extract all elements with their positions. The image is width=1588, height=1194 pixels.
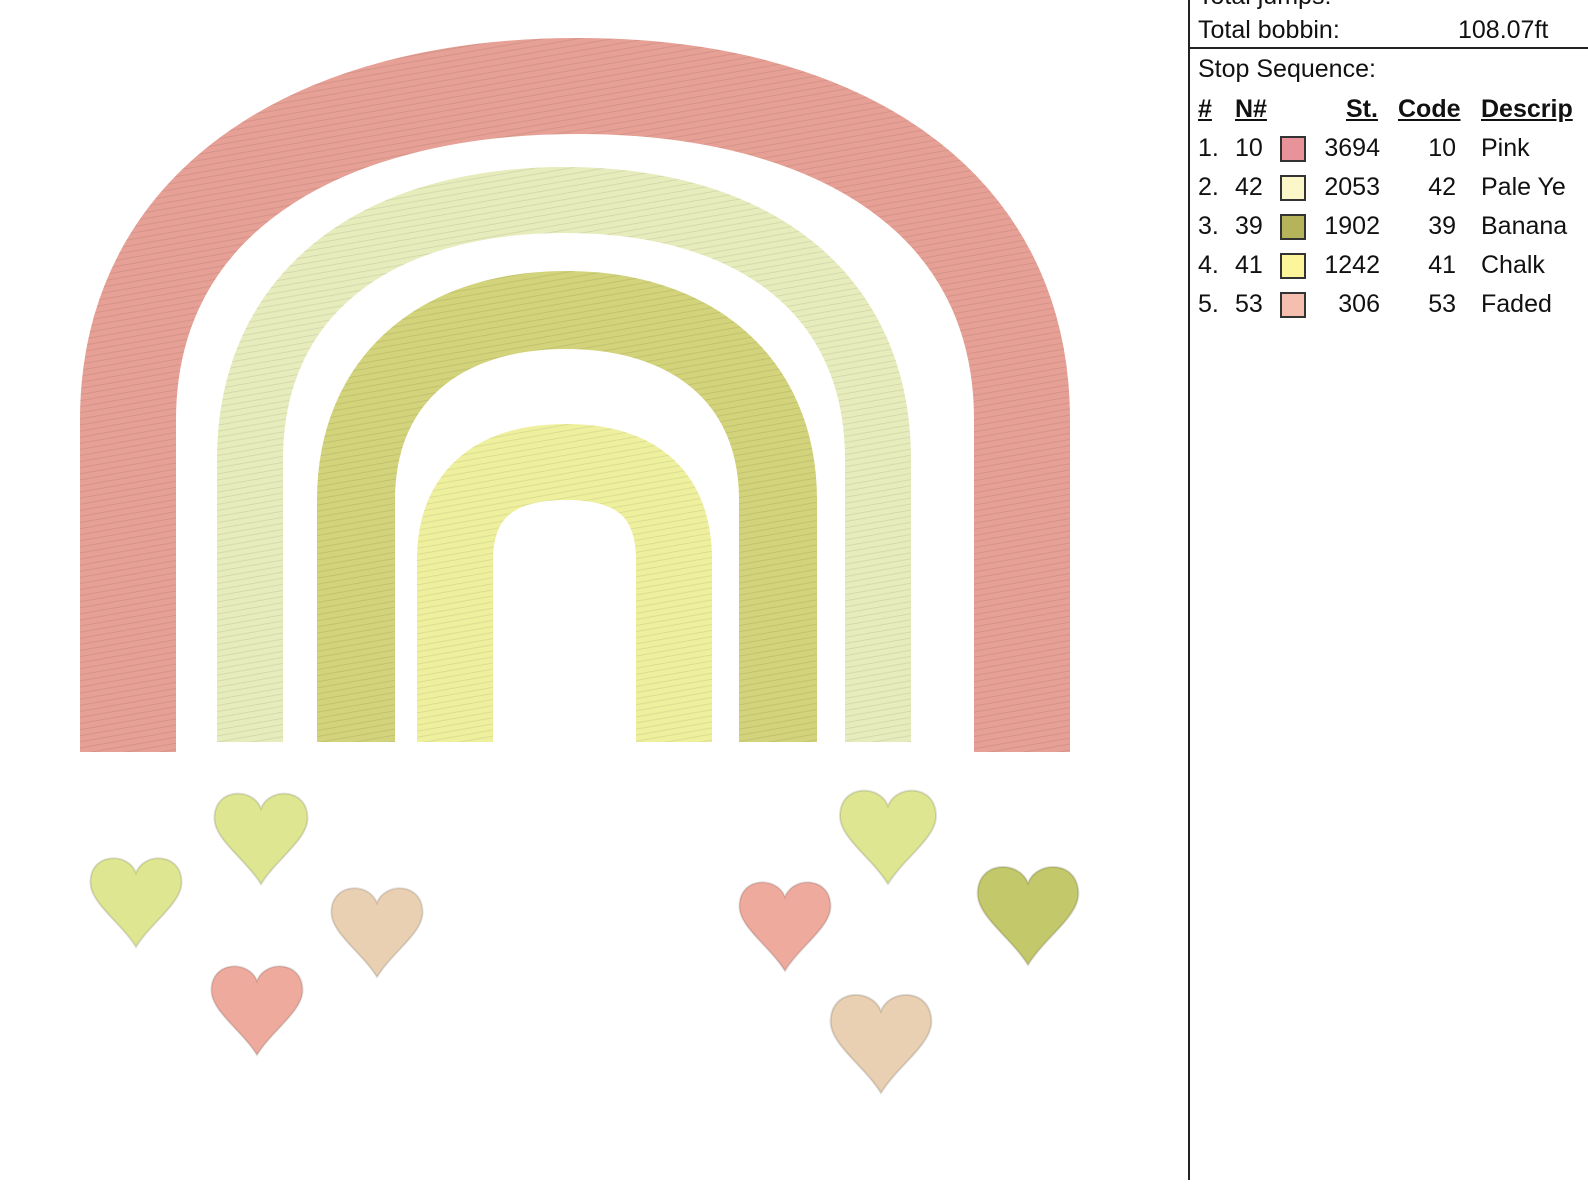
total-bobbin-label: Total bobbin: [1198,16,1340,44]
needle-number: 42 [1235,173,1263,201]
row-number: 2. [1198,173,1219,201]
total-jumps-label: Total jumps: [1198,0,1331,11]
color-swatch [1280,253,1306,279]
thread-description: Pink [1481,134,1530,162]
stitch-count: 2053 [1324,173,1380,201]
stitch-count: 3694 [1324,134,1380,162]
heart-beige-2 [829,993,933,1096]
col-header-code: Code [1398,95,1461,123]
stitch-count: 306 [1338,290,1380,318]
outer-arc-texture [80,37,1070,752]
needle-number: 10 [1235,134,1263,162]
color-swatch [1280,136,1306,162]
thread-description: Banana [1481,212,1568,240]
heart-green-1 [89,857,183,949]
row-number: 5. [1198,290,1219,318]
embroidery-design-preview [80,37,1080,1096]
thread-code: 10 [1428,134,1456,162]
thread-code: 42 [1428,173,1456,201]
design-info-panel: Total jumps: Total bobbin: 108.07ft Stop… [1188,0,1588,1180]
col-header-description: Descrip [1481,95,1573,123]
thread-description: Chalk [1481,251,1545,279]
heart-olive-1 [213,792,309,887]
needle-number: 53 [1235,290,1263,318]
thread-code: 39 [1428,212,1456,240]
second-arc-texture [217,166,911,742]
heart-pink-1 [210,965,304,1057]
row-number: 3. [1198,212,1219,240]
stitch-count: 1902 [1324,212,1380,240]
col-header-needle: N# [1235,95,1267,123]
col-header-stitches: St. [1346,95,1378,123]
row-number: 1. [1198,134,1219,162]
total-bobbin-value: 108.07ft [1458,16,1549,44]
needle-number: 41 [1235,251,1263,279]
thread-description: Faded [1481,290,1552,318]
stop-sequence-title: Stop Sequence: [1198,55,1376,83]
color-swatch [1280,292,1306,318]
needle-number: 39 [1235,212,1263,240]
section-divider [1190,47,1588,49]
color-swatch [1280,175,1306,201]
stitch-count: 1242 [1324,251,1380,279]
inner-arc-texture [417,423,712,742]
heart-green-2 [838,789,938,886]
row-number: 4. [1198,251,1219,279]
heart-olive-2 [976,865,1080,968]
heart-beige-1 [330,887,424,979]
thread-code: 53 [1428,290,1456,318]
thread-code: 41 [1428,251,1456,279]
color-swatch [1280,214,1306,240]
thread-description: Pale Ye [1481,173,1566,201]
col-header-number: # [1198,95,1212,123]
third-arc-texture [317,270,817,742]
heart-pink-2 [738,881,832,973]
